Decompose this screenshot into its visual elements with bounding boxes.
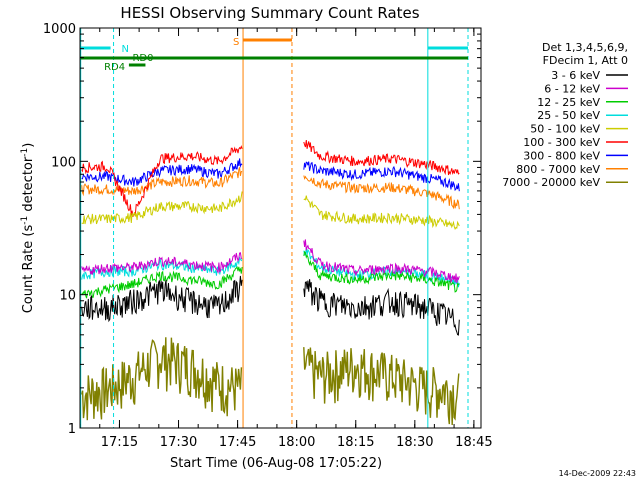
series-7000-20000-keV-pre [81, 337, 243, 421]
plot-layer [81, 140, 460, 426]
legend-entry-label: 800 - 7000 keV [516, 163, 600, 176]
y-tick-label: 1 [68, 422, 76, 437]
legend-entry-label: 25 - 50 keV [537, 109, 600, 122]
x-tick-label: 17:45 [219, 435, 256, 450]
y-label-end: ) [21, 143, 36, 148]
legend-entry-label: 7000 - 20000 keV [502, 176, 600, 189]
y-label-mid: detector [21, 156, 36, 216]
series-6-12-keV-pre [81, 252, 243, 275]
y-label-sup1: -1 [20, 216, 30, 225]
x-tick-label: 18:00 [278, 435, 315, 450]
series-100-300-keV-post [303, 140, 460, 176]
flag-label-rd4: RD4 [104, 62, 125, 73]
x-tick-label: 18:45 [455, 435, 492, 450]
flag-label-rd0: RD0 [132, 53, 153, 64]
footer-date: 14-Dec-2009 22:43 [559, 469, 636, 478]
series-50-100-keV-post [303, 195, 460, 231]
flag-label-n: N [122, 44, 129, 55]
legend-entry-label: 100 - 300 keV [523, 136, 600, 149]
legend-header-line: FDecim 1, Att 0 [543, 54, 628, 67]
legend-entry-label: 12 - 25 keV [537, 96, 600, 109]
legend-entry-label: 300 - 800 keV [523, 149, 600, 162]
legend-entry-label: 50 - 100 keV [530, 123, 600, 136]
legend-entry-label: 6 - 12 keV [544, 82, 600, 95]
x-tick-label: 17:30 [160, 435, 197, 450]
series-100-300-keV-pre [81, 145, 243, 218]
axes-layer: 1 10 100 1000 17:15 17:30 17:45 18:00 18:15 18:30… [43, 22, 493, 450]
plot-frame [79, 27, 482, 429]
x-axis-label: Start Time (06-Aug-08 17:05:22) [170, 456, 382, 471]
series-25-50-keV-pre [81, 256, 243, 280]
x-tick-label: 18:30 [396, 435, 433, 450]
y-axis-label: Count Rate (s-1 detector-1) [20, 143, 36, 314]
series-3-6-keV-pre [81, 275, 243, 323]
y-tick-label: 1000 [43, 22, 76, 37]
legend-entry-label: 3 - 6 keV [551, 69, 600, 82]
y-tick-label: 10 [59, 289, 76, 304]
series-6-12-keV-post [303, 239, 460, 284]
series-300-800-keV-post [303, 161, 460, 192]
y-tick-label: 100 [51, 155, 76, 170]
x-tick-label: 18:15 [337, 435, 374, 450]
series-800-7000-keV-post [303, 175, 460, 210]
legend: Det 1,3,4,5,6,9,FDecim 1, Att 0 3 - 6 keV… [502, 41, 628, 189]
series-800-7000-keV-pre [81, 167, 243, 197]
series-50-100-keV-pre [81, 191, 243, 225]
x-tick-label: 17:15 [101, 435, 138, 450]
chart-title: HESSI Observing Summary Count Rates [120, 4, 419, 22]
series-3-6-keV-post [303, 279, 460, 336]
series-300-800-keV-pre [81, 158, 243, 187]
series-25-50-keV-post [303, 247, 460, 288]
series-12-25-keV-post [303, 250, 460, 293]
series-12-25-keV-pre [81, 265, 243, 299]
y-label-main: Count Rate (s [21, 225, 36, 314]
legend-header-line: Det 1,3,4,5,6,9, [542, 41, 628, 54]
series-7000-20000-keV-post [303, 347, 460, 426]
y-label-sup2: -1 [20, 148, 30, 157]
flag-label-s: S [233, 37, 239, 48]
